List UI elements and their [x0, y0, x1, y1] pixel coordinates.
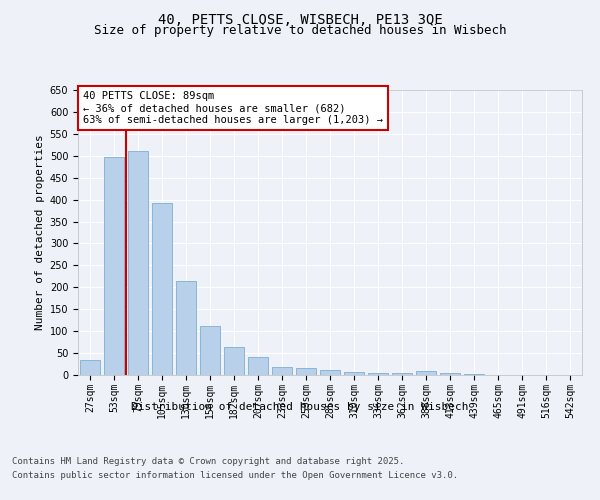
Text: 40, PETTS CLOSE, WISBECH, PE13 3QE: 40, PETTS CLOSE, WISBECH, PE13 3QE — [158, 12, 442, 26]
Bar — [344, 372, 364, 375]
Bar — [272, 367, 292, 375]
Bar — [416, 372, 436, 375]
Text: Distribution of detached houses by size in Wisbech: Distribution of detached houses by size … — [131, 402, 469, 412]
Bar — [296, 368, 316, 375]
Bar — [320, 370, 340, 375]
Text: 40 PETTS CLOSE: 89sqm
← 36% of detached houses are smaller (682)
63% of semi-det: 40 PETTS CLOSE: 89sqm ← 36% of detached … — [83, 92, 383, 124]
Bar — [248, 358, 268, 375]
Bar — [176, 281, 196, 375]
Bar — [392, 373, 412, 375]
Bar — [128, 152, 148, 375]
Text: Contains HM Land Registry data © Crown copyright and database right 2025.: Contains HM Land Registry data © Crown c… — [12, 458, 404, 466]
Text: Contains public sector information licensed under the Open Government Licence v3: Contains public sector information licen… — [12, 471, 458, 480]
Bar — [200, 326, 220, 375]
Bar — [368, 373, 388, 375]
Bar — [224, 348, 244, 375]
Text: Size of property relative to detached houses in Wisbech: Size of property relative to detached ho… — [94, 24, 506, 37]
Bar — [104, 157, 124, 375]
Bar — [80, 360, 100, 375]
Bar — [152, 202, 172, 375]
Y-axis label: Number of detached properties: Number of detached properties — [35, 134, 46, 330]
Bar — [464, 374, 484, 375]
Bar — [440, 373, 460, 375]
